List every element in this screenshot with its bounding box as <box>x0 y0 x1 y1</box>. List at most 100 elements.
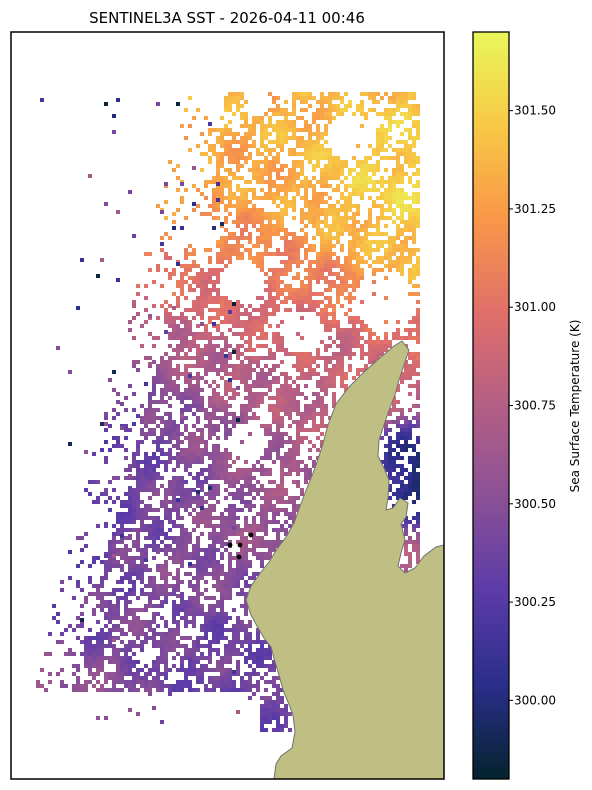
sst-pixel <box>220 532 224 536</box>
sst-pixel <box>108 616 112 620</box>
sst-pixel <box>256 316 260 320</box>
sst-pixel <box>268 396 272 400</box>
sst-pixel <box>412 248 416 252</box>
sst-pixel <box>288 168 292 172</box>
sst-pixel <box>336 300 340 304</box>
sst-pixel <box>408 372 412 376</box>
sst-pixel <box>288 388 292 392</box>
sst-pixel <box>252 476 256 480</box>
sst-pixel <box>208 492 212 496</box>
sst-pixel <box>140 580 144 584</box>
sst-pixel <box>164 216 168 220</box>
sst-pixel <box>132 584 136 588</box>
sst-pixel <box>276 396 280 400</box>
sst-pixel <box>228 428 232 432</box>
sst-pixel <box>404 128 408 132</box>
sst-pixel <box>416 548 420 552</box>
sst-pixel <box>300 244 304 248</box>
sst-pixel <box>252 308 256 312</box>
sst-pixel <box>292 512 296 516</box>
sst-pixel <box>180 524 184 528</box>
sst-pixel <box>396 260 400 264</box>
sst-pixel <box>412 528 416 532</box>
sst-pixel <box>220 312 224 316</box>
sst-pixel <box>208 336 212 340</box>
sst-pixel <box>136 480 140 484</box>
sst-pixel <box>308 248 312 252</box>
sst-pixel <box>160 564 164 568</box>
sst-pixel <box>92 584 96 588</box>
sst-pixel <box>396 332 400 336</box>
sst-pixel <box>148 484 152 488</box>
sst-pixel <box>196 612 200 616</box>
sst-pixel <box>292 196 296 200</box>
sst-pixel <box>164 420 168 424</box>
sst-pixel <box>332 380 336 384</box>
sst-pixel <box>328 300 332 304</box>
sst-pixel <box>356 220 360 224</box>
sst-pixel <box>332 224 336 228</box>
sst-pixel <box>316 192 320 196</box>
sst-pixel <box>216 316 220 320</box>
sst-pixel <box>300 172 304 176</box>
sst-pixel <box>240 540 244 544</box>
sst-pixel <box>120 444 124 448</box>
sst-pixel <box>224 412 228 416</box>
sst-pixel <box>168 548 172 552</box>
sst-pixel <box>200 432 204 436</box>
sst-pixel <box>164 568 168 572</box>
sst-pixel <box>168 440 172 444</box>
sst-pixel <box>216 384 220 388</box>
sst-pixel <box>332 272 336 276</box>
sst-pixel <box>388 116 392 120</box>
sst-pixel <box>244 592 248 596</box>
sst-pixel <box>216 668 220 672</box>
sst-pixel <box>292 128 296 132</box>
sst-pixel <box>172 588 176 592</box>
sst-pixel <box>360 180 364 184</box>
sst-pixel <box>324 180 328 184</box>
sst-pixel <box>160 540 164 544</box>
sst-pixel <box>184 248 188 252</box>
sst-pixel <box>252 188 256 192</box>
sst-pixel <box>320 228 324 232</box>
sst-pixel <box>388 448 392 452</box>
sst-pixel <box>296 464 300 468</box>
sst-pixel <box>184 108 188 112</box>
sst-pixel <box>400 204 404 208</box>
sst-pixel <box>400 492 404 496</box>
sst-pixel <box>224 688 228 692</box>
sst-pixel <box>252 520 256 524</box>
sst-pixel <box>408 268 412 272</box>
sst-pixel <box>272 440 276 444</box>
sst-pixel <box>312 132 316 136</box>
sst-pixel <box>132 512 136 516</box>
sst-pixel <box>356 336 360 340</box>
sst-pixel <box>212 348 216 352</box>
sst-pixel <box>204 468 208 472</box>
sst-pixel <box>388 444 392 448</box>
sst-pixel <box>136 540 140 544</box>
sst-pixel <box>336 284 340 288</box>
sst-pixel <box>396 264 400 268</box>
sst-pixel <box>240 528 244 532</box>
sst-pixel <box>388 452 392 456</box>
sst-pixel <box>308 132 312 136</box>
sst-pixel <box>144 584 148 588</box>
sst-pixel <box>268 408 272 412</box>
sst-pixel <box>304 300 308 304</box>
sst-pixel <box>172 592 176 596</box>
sst-pixel <box>272 296 276 300</box>
sst-pixel <box>280 128 284 132</box>
sst-pixel <box>244 684 248 688</box>
sst-pixel <box>184 456 188 460</box>
sst-pixel <box>148 672 152 676</box>
sst-pixel <box>224 300 228 304</box>
sst-pixel <box>268 244 272 248</box>
sst-pixel <box>148 420 152 424</box>
sst-pixel <box>216 168 220 172</box>
sst-pixel <box>224 248 228 252</box>
sst-pixel <box>408 92 412 96</box>
sst-pixel <box>116 628 120 632</box>
sst-pixel <box>308 416 312 420</box>
